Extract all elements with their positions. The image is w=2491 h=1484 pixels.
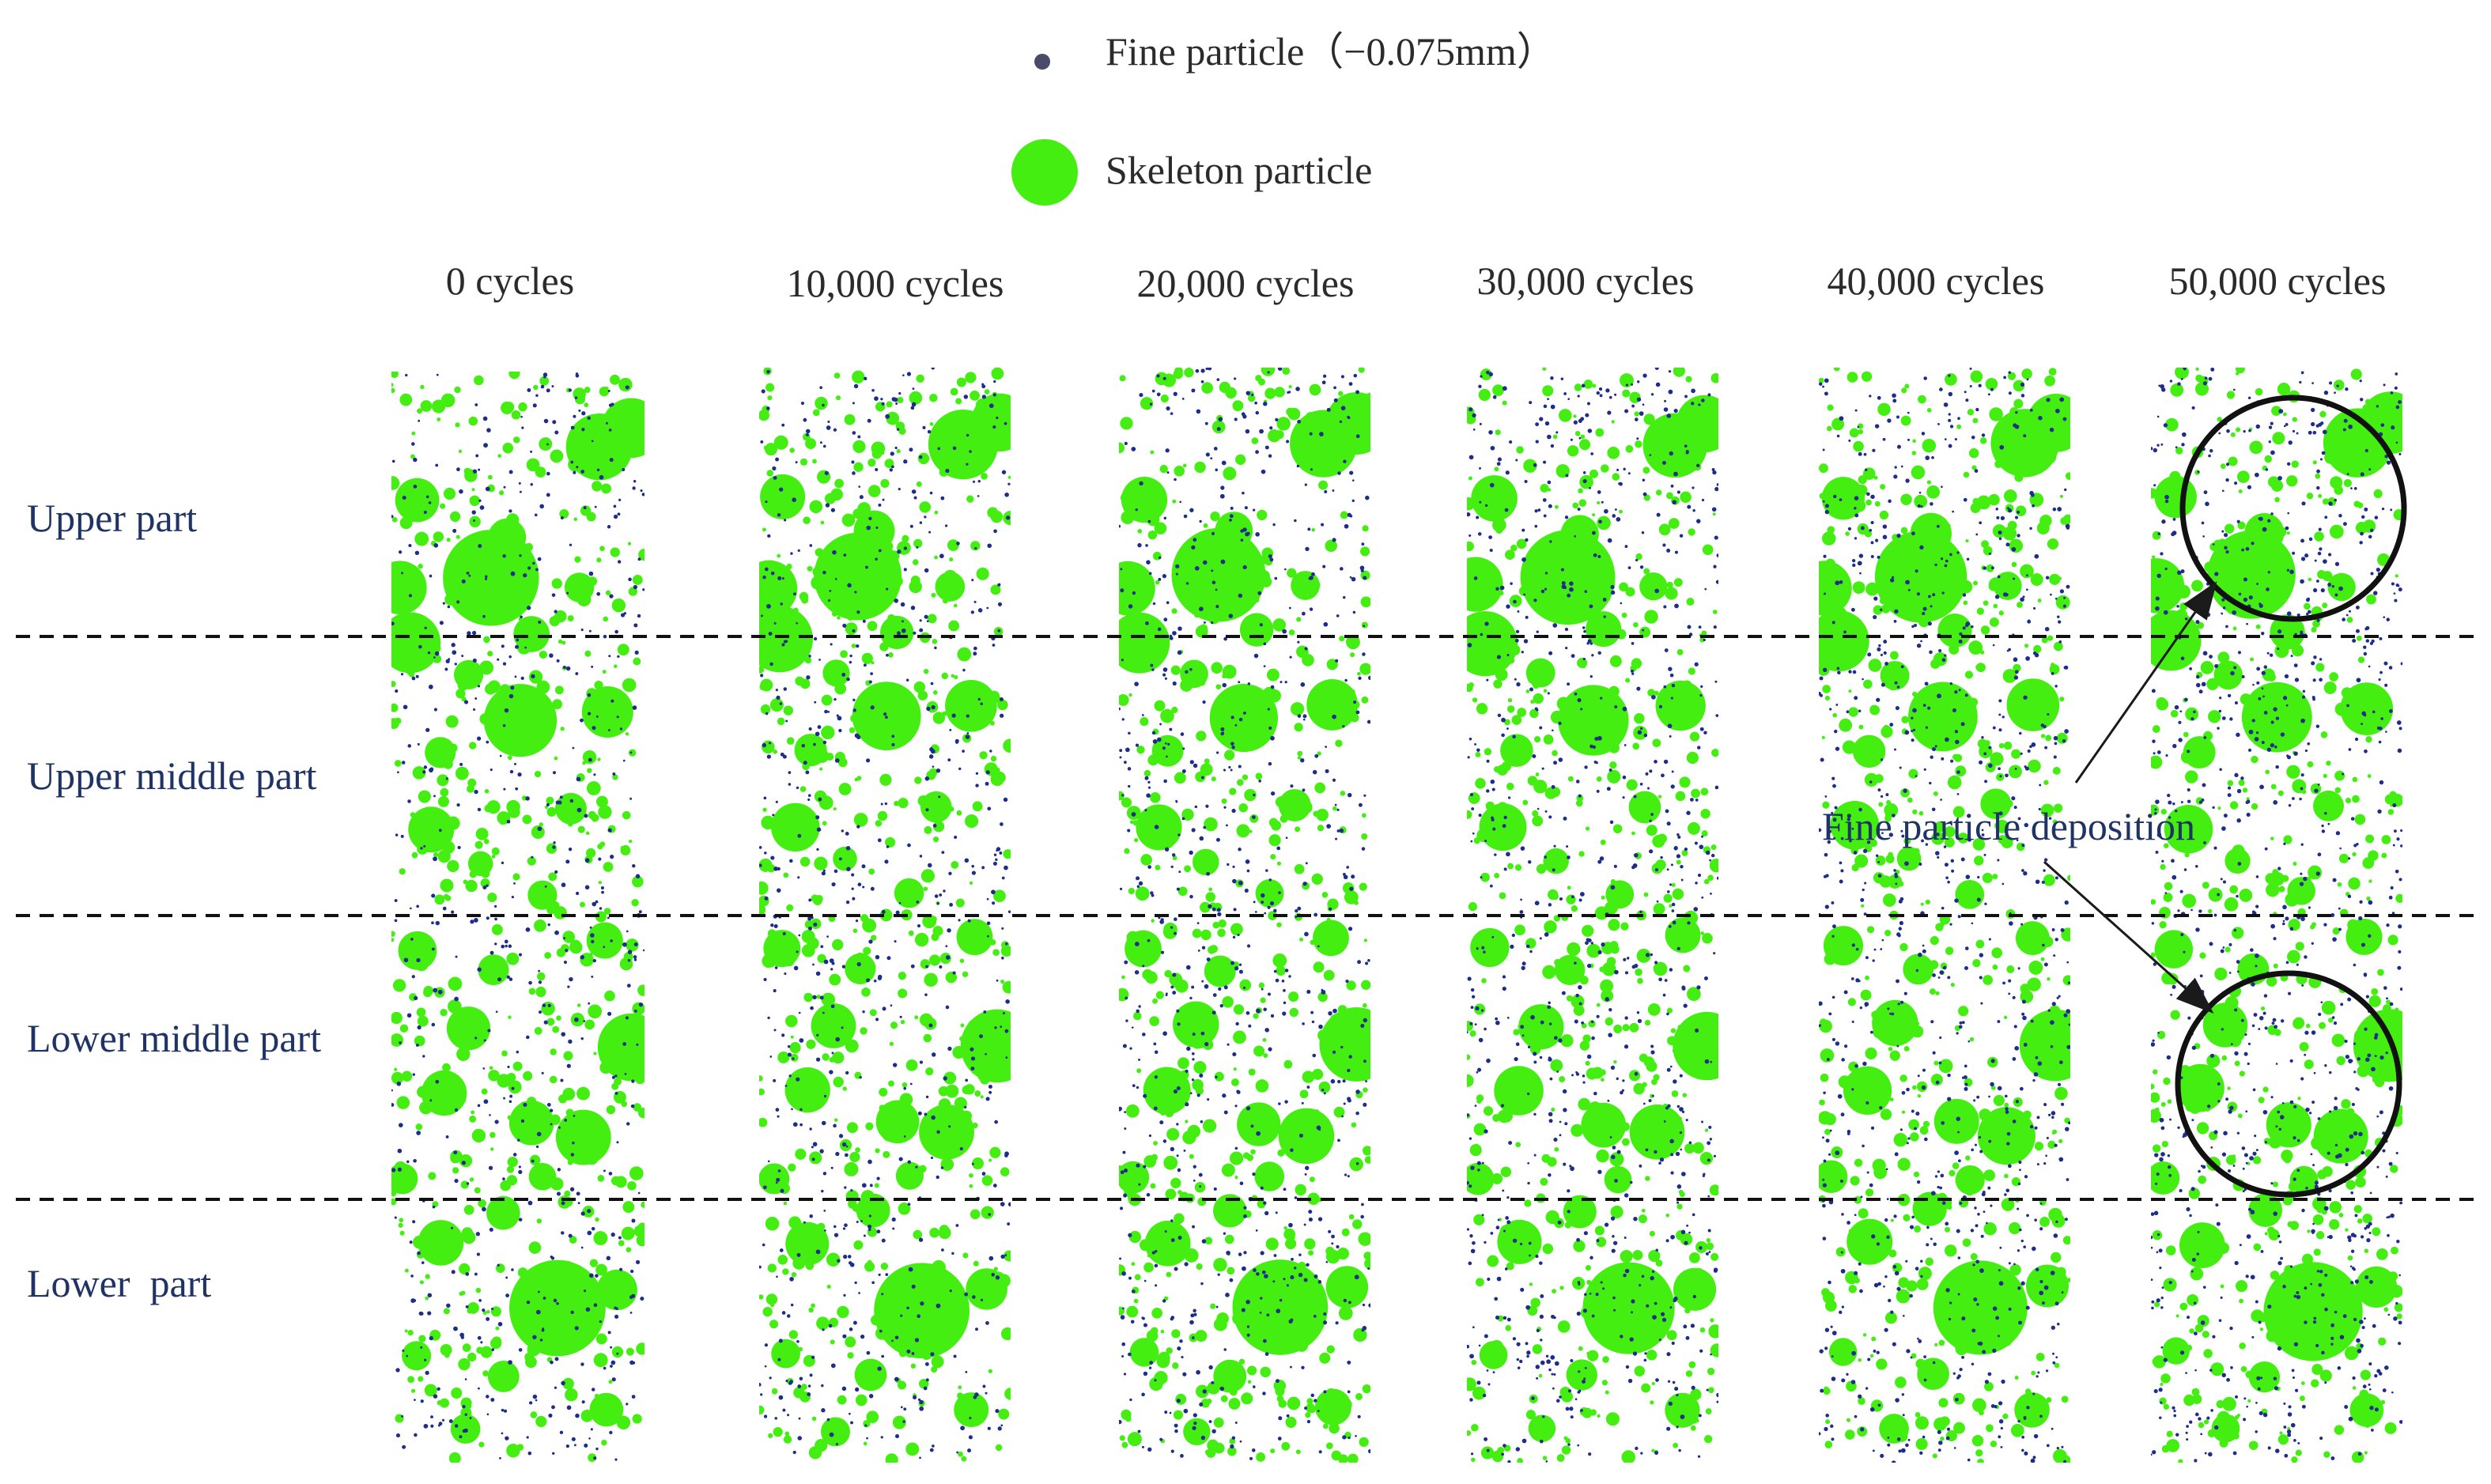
arrow-to-upper-circle xyxy=(2074,581,2217,784)
column-title-2: 20,000 cycles xyxy=(1137,261,1355,305)
part-labels: Upper part Upper middle part Lower middl… xyxy=(27,496,321,1305)
particle-panels xyxy=(391,368,2402,1463)
panel-cycles-4 xyxy=(1819,368,2070,1463)
column-title-0: 0 cycles xyxy=(446,259,574,303)
legend: Fine particle（−0.075mm） Skeleton particl… xyxy=(1011,29,1556,206)
column-title-1: 10,000 cycles xyxy=(787,261,1004,305)
part-dividers xyxy=(16,635,2475,1201)
deposition-label: Fine particle deposition xyxy=(1822,804,2195,848)
deposition-annotation: Fine particle deposition xyxy=(1822,395,2407,1198)
skeleton-particle-legend-label: Skeleton particle xyxy=(1106,148,1372,192)
arrow-to-lower-circle xyxy=(2043,860,2214,1014)
skeleton-particle-legend-marker xyxy=(1011,139,1078,206)
panel-cycles-0 xyxy=(391,372,644,1463)
deposition-circle-lower xyxy=(2175,970,2402,1198)
fine-particle-legend-label: Fine particle（−0.075mm） xyxy=(1106,29,1556,74)
panel-cycles-2 xyxy=(1119,368,1370,1463)
column-titles: 0 cycles 10,000 cycles 20,000 cycles 30,… xyxy=(446,259,2387,305)
part-label-lower-middle: Lower middle part xyxy=(27,1016,321,1060)
part-label-upper-middle: Upper middle part xyxy=(27,753,317,798)
column-title-3: 30,000 cycles xyxy=(1477,259,1695,303)
column-title-5: 50,000 cycles xyxy=(2169,259,2387,303)
fine-particle-legend-marker xyxy=(1034,54,1050,70)
part-label-lower: Lower part xyxy=(27,1261,211,1305)
column-title-4: 40,000 cycles xyxy=(1828,259,2045,303)
deposition-circle-upper xyxy=(2179,395,2407,622)
part-label-upper: Upper part xyxy=(27,496,197,540)
